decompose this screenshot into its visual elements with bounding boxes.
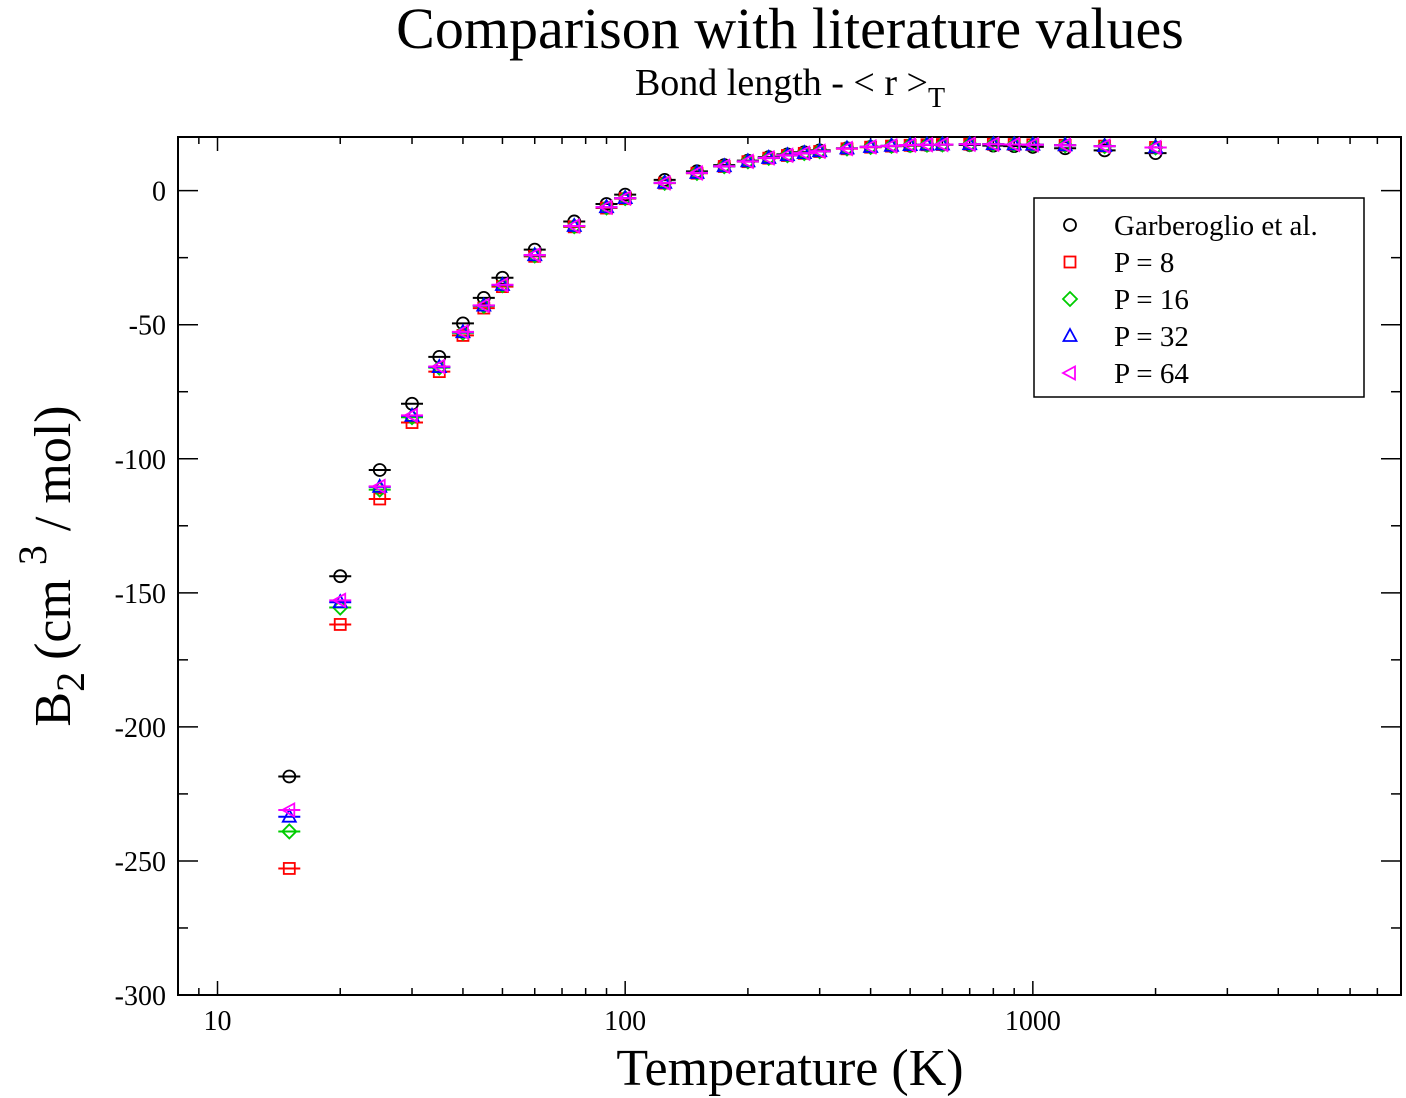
y-tick-label: -50: [129, 311, 166, 342]
legend-item-0: Garberoglio et al.: [1063, 210, 1318, 242]
data-point: [838, 140, 853, 157]
legend-item-1: P = 8: [1063, 247, 1174, 279]
legend-label: P = 8: [1114, 247, 1174, 279]
y-tick-label: 0: [152, 177, 166, 208]
legend-box: [1033, 197, 1365, 398]
data-point: [882, 137, 898, 154]
data-point: [372, 463, 387, 477]
data-point: [403, 407, 418, 424]
data-point: [778, 147, 794, 164]
legend-label: P = 16: [1114, 284, 1189, 316]
x-tick-label: 1000: [1005, 1006, 1061, 1037]
data-point: [280, 801, 296, 819]
data-point: [454, 323, 469, 340]
legend-marker: [1063, 255, 1077, 269]
data-point: [960, 136, 976, 153]
y-axis-label: B2 (cm 3 / mol): [10, 405, 93, 726]
y-axis-label-unit-end: / mol): [25, 405, 82, 531]
legend-label: Garberoglio et al.: [1114, 210, 1318, 242]
x-axis-tick-labels: 10 100 1000: [204, 1006, 1061, 1037]
x-tick-label: 100: [604, 1006, 646, 1037]
data-point: [861, 138, 877, 155]
data-point: [474, 297, 490, 314]
data-point: [759, 149, 775, 166]
y-axis-tick-labels: 0 -50 -100 -150 -200 -250 -300: [115, 177, 166, 1012]
data-point: [1146, 139, 1162, 156]
data-point: [1005, 136, 1021, 153]
data-point: [1095, 138, 1111, 155]
data-point: [430, 358, 446, 375]
y-axis-label-superscript: 3: [10, 545, 55, 565]
legend-marker: [1061, 290, 1079, 308]
data-point: [373, 492, 387, 506]
data-point: [655, 174, 671, 191]
data-point: [984, 136, 1000, 153]
data-point: [739, 153, 754, 170]
y-tick-label: -100: [115, 445, 166, 476]
legend-marker: [1063, 218, 1077, 232]
x-axis-label: Temperature (K): [616, 1040, 963, 1097]
y-tick-label: -150: [115, 579, 166, 610]
data-point: [282, 862, 296, 875]
legend-label: P = 64: [1114, 358, 1189, 390]
data-series: [278, 135, 1167, 875]
chart-title: Comparison with literature values: [396, 0, 1184, 61]
data-point: [331, 592, 347, 609]
legend-marker: [1061, 364, 1076, 382]
data-point: [810, 143, 826, 160]
data-point: [933, 136, 949, 153]
data-point: [281, 823, 298, 840]
data-point: [476, 290, 491, 305]
y-tick-label: -250: [115, 847, 166, 878]
legend-label: P = 32: [1114, 321, 1189, 353]
chart-subtitle-text: Bond length - < r >: [635, 62, 928, 104]
data-point: [795, 145, 811, 162]
y-tick-label: -200: [115, 713, 166, 744]
data-point: [597, 199, 613, 216]
chart-subtitle-subscript: T: [928, 83, 945, 114]
y-axis-label-unit-start: (cm: [25, 579, 82, 660]
y-axis-label-subscript: 2: [48, 672, 93, 692]
data-point: [565, 218, 581, 235]
y-axis-label-base: B: [25, 692, 82, 727]
legend-item-2: P = 16: [1061, 284, 1189, 316]
data-point: [493, 276, 509, 293]
y-axis-ticks: [178, 189, 1401, 996]
plot-frame: [177, 136, 1402, 996]
data-point: [333, 569, 348, 584]
data-point: [525, 246, 541, 263]
legend-marker: [1061, 327, 1079, 342]
series-4: [278, 136, 1167, 819]
legend: Garberoglio et al. P = 8 P = 16 P = 32 P = 6…: [1033, 197, 1365, 398]
data-point: [370, 478, 386, 495]
data-point: [688, 164, 703, 181]
data-point: [616, 190, 632, 207]
data-point: [1056, 137, 1072, 154]
data-point: [1023, 136, 1039, 153]
data-point: [282, 769, 297, 784]
data-point: [715, 158, 731, 175]
legend-item-3: P = 32: [1061, 321, 1189, 353]
data-point: [901, 137, 917, 154]
chart-subtitle: Bond length - < r >T: [635, 62, 945, 114]
y-tick-label: -300: [115, 981, 166, 1012]
data-point: [333, 618, 347, 631]
x-tick-label: 10: [204, 1006, 232, 1037]
legend-item-4: P = 64: [1061, 358, 1189, 390]
